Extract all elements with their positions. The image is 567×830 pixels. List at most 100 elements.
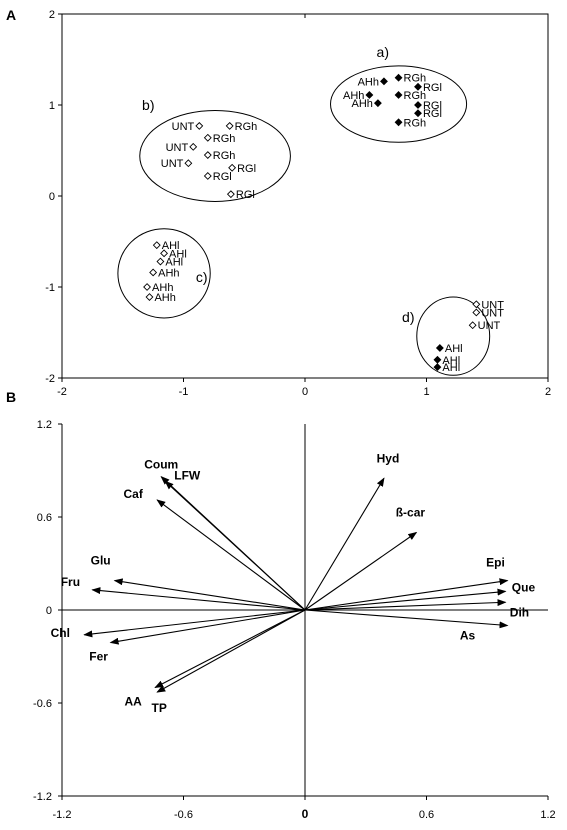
scatter-point [152,241,161,250]
loading-vector [304,609,509,629]
point-label: RGl [237,163,256,175]
scatter-point [184,159,193,168]
point-label: UNT [481,307,504,319]
group-ellipse [139,109,291,202]
point-label: RGh [235,121,258,133]
scatter-point [365,91,374,99]
scatter-point [228,163,237,172]
point-label: AHh [343,90,364,102]
vector-label: As [460,629,476,643]
scatter-point [433,355,442,364]
point-label: AHl [442,362,460,374]
point-label: AHh [351,98,372,110]
scatter-point [433,363,442,372]
scatter-point [414,101,422,109]
scatter-point [414,109,422,118]
x-tick-label: -2 [57,386,67,398]
panel-b-letter: B [6,389,16,405]
point-label: RGl [213,171,232,183]
group-ellipse [117,228,211,319]
vector-label: Que [512,580,536,594]
point-label: AHh [158,267,179,279]
loading-vector [156,499,306,611]
group-ellipse [330,65,468,143]
point-label: UNT [481,299,504,311]
point-label: AHl [445,343,463,355]
y-tick-label: -0.6 [33,698,52,710]
y-tick-label: 0 [46,605,52,617]
scatter-point [468,321,477,330]
panel-a-letter: A [6,7,16,23]
scatter-point [373,99,382,108]
y-tick-label: -1 [45,282,55,294]
point-label: RGl [423,82,442,94]
scatter-point [472,308,481,317]
vector-label: Coum [144,458,178,472]
vector-label: TP [152,701,167,715]
y-tick-label: 0.6 [37,512,52,524]
vector-label: LFW [174,468,201,482]
loading-vector [304,578,509,611]
vector-label: Fru [61,575,80,589]
point-label: RGh [213,133,236,145]
point-label: UNT [478,320,501,332]
scatter-point [472,300,481,309]
scatter-point [203,172,212,180]
y-tick-label: -2 [45,373,55,385]
loading-vector [91,587,306,611]
loading-vector [109,609,306,645]
point-label: RGh [404,73,427,85]
loading-vector [304,531,418,611]
vector-label: Epi [486,556,505,570]
scatter-point [189,142,198,151]
loading-vector [113,578,306,611]
x-tick-label: -1 [179,386,189,398]
vector-label: Hyd [377,451,400,465]
vector-label: Caf [124,487,144,501]
y-tick-label: -1.2 [33,791,52,803]
point-label: RGh [404,90,427,102]
scatter-point [203,133,212,142]
point-label: RGl [423,108,442,120]
point-label: UNT [172,121,195,133]
group-label: d) [402,309,414,325]
group-label: b) [142,97,154,113]
vector-label: Chl [51,626,70,640]
y-tick-label: 1 [49,100,55,112]
point-label: RGh [404,117,427,129]
loading-vector [164,480,306,611]
y-tick-label: 2 [49,9,55,21]
point-label: AHl [165,257,183,269]
loading-vector [154,609,306,688]
point-label: RGl [236,189,255,201]
scatter-point [394,73,403,82]
x-tick-label: 1.2 [540,809,555,821]
scatter-point [143,283,151,291]
plot-frame [61,13,549,379]
scatter-point [156,257,165,266]
point-label: AHl [162,240,180,252]
loading-vector [83,609,306,638]
y-tick-label: 0 [49,191,55,203]
x-tick-label: 0 [302,807,309,821]
x-tick-label: 2 [545,386,551,398]
x-tick-label: 0.6 [419,809,434,821]
scatter-point [380,77,388,86]
scatter-point [394,118,403,127]
vector-label: ß-car [396,506,426,520]
group-ellipse [416,296,491,376]
vector-label: Fer [89,650,108,664]
scatter-point [414,82,422,91]
point-label: AHl [442,355,460,367]
x-tick-label: -1.2 [53,809,72,821]
x-tick-label: 0 [302,386,308,398]
scatter-point [394,91,403,99]
x-tick-label: -0.6 [174,809,193,821]
scatter-point [160,249,168,258]
point-label: UNT [161,158,184,170]
x-tick-label: 1 [423,386,429,398]
point-label: RGh [213,150,236,162]
scatter-point [149,268,158,277]
